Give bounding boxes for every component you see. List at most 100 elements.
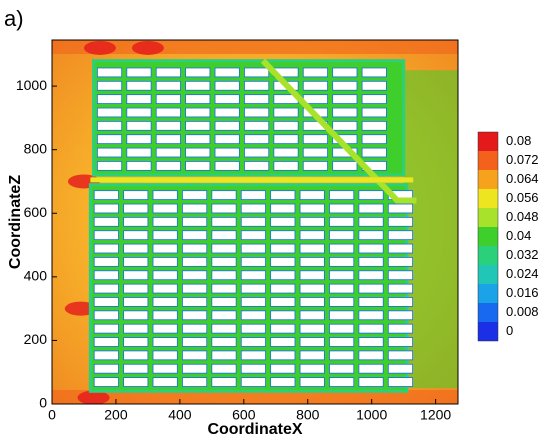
- building: [299, 310, 325, 321]
- building: [182, 350, 208, 361]
- building: [299, 377, 325, 387]
- building: [214, 147, 240, 158]
- building: [332, 161, 358, 171]
- building: [211, 190, 237, 200]
- building: [123, 230, 149, 241]
- building: [211, 283, 237, 294]
- building: [126, 120, 152, 131]
- building: [273, 134, 299, 145]
- building: [182, 283, 208, 294]
- colorbar-cell: [478, 132, 498, 151]
- building: [96, 120, 123, 131]
- building: [244, 161, 270, 171]
- building: [155, 134, 181, 145]
- building: [299, 337, 325, 347]
- building: [211, 203, 237, 214]
- building: [240, 243, 266, 254]
- building: [155, 161, 181, 171]
- building: [273, 147, 299, 158]
- building: [299, 190, 325, 200]
- building: [214, 107, 240, 118]
- building: [123, 190, 149, 200]
- building: [182, 230, 208, 241]
- building: [329, 350, 355, 361]
- building: [214, 120, 240, 131]
- building: [152, 190, 178, 200]
- building: [358, 363, 384, 374]
- building: [211, 350, 237, 361]
- colorbar-cell: [478, 189, 498, 208]
- building: [299, 350, 325, 361]
- building: [299, 283, 325, 294]
- y-axis-title: CoordinateZ: [7, 175, 24, 269]
- building: [361, 134, 387, 145]
- building: [329, 363, 355, 374]
- panel-label: a): [4, 6, 24, 31]
- colorbar-label: 0.016: [506, 285, 539, 300]
- building: [123, 203, 149, 214]
- building: [387, 310, 414, 321]
- building: [270, 350, 296, 361]
- colorbar-cell: [478, 170, 498, 189]
- building: [332, 94, 358, 104]
- colorbar-label: 0.032: [506, 247, 539, 262]
- building: [329, 230, 355, 241]
- building: [270, 257, 296, 267]
- building: [358, 337, 384, 347]
- x-tick-label: 800: [296, 407, 320, 423]
- building: [329, 297, 355, 307]
- building: [387, 203, 414, 214]
- building: [185, 80, 211, 91]
- building: [214, 161, 240, 171]
- building: [182, 310, 208, 321]
- building: [329, 337, 355, 347]
- building: [155, 94, 181, 104]
- building: [240, 297, 266, 307]
- building: [185, 94, 211, 104]
- building: [214, 80, 240, 91]
- building: [182, 203, 208, 214]
- building: [155, 67, 181, 78]
- building: [302, 80, 328, 91]
- building: [93, 297, 119, 307]
- building: [244, 134, 270, 145]
- building: [93, 323, 119, 334]
- building: [211, 337, 237, 347]
- building: [152, 377, 178, 387]
- colorbar-label: 0.024: [506, 266, 539, 281]
- building: [96, 161, 123, 171]
- building: [93, 363, 119, 374]
- building: [387, 216, 414, 227]
- building: [123, 283, 149, 294]
- building: [93, 310, 119, 321]
- building: [152, 350, 178, 361]
- building: [244, 107, 270, 118]
- building: [270, 283, 296, 294]
- building: [123, 337, 149, 347]
- building: [387, 243, 414, 254]
- colorbar-cell: [478, 322, 498, 341]
- building: [185, 134, 211, 145]
- building: [152, 337, 178, 347]
- building: [358, 377, 384, 387]
- y-tick-label: 400: [24, 268, 48, 284]
- building: [93, 337, 119, 347]
- building: [302, 134, 328, 145]
- building: [387, 323, 414, 334]
- building: [126, 147, 152, 158]
- building: [152, 216, 178, 227]
- building: [387, 297, 414, 307]
- building: [155, 107, 181, 118]
- building: [185, 107, 211, 118]
- building: [270, 377, 296, 387]
- building: [182, 363, 208, 374]
- building: [270, 243, 296, 254]
- building: [93, 243, 119, 254]
- building: [93, 216, 119, 227]
- building: [387, 270, 414, 281]
- colorbar-frame: [477, 131, 499, 342]
- hot-spot: [131, 40, 164, 55]
- building: [211, 363, 237, 374]
- building: [358, 297, 384, 307]
- building: [126, 94, 152, 104]
